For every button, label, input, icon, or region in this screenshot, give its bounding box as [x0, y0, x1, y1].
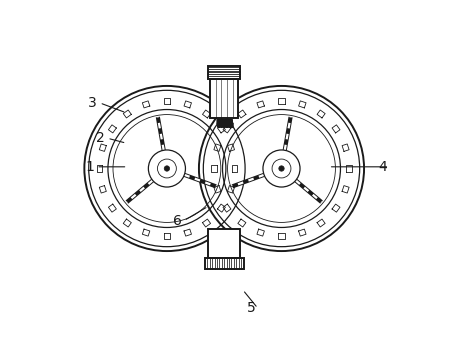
Bar [208, 229, 240, 258]
Bar [208, 66, 240, 79]
Circle shape [279, 166, 284, 171]
Circle shape [164, 166, 169, 171]
Circle shape [148, 150, 185, 187]
Bar [205, 258, 244, 269]
Text: 2: 2 [96, 131, 105, 145]
Text: 3: 3 [88, 96, 97, 110]
Circle shape [158, 159, 177, 178]
Circle shape [263, 150, 300, 187]
Text: 1: 1 [85, 160, 94, 174]
Bar [210, 79, 238, 118]
Bar [205, 258, 244, 269]
Text: 6: 6 [173, 214, 181, 228]
Text: 5: 5 [247, 301, 255, 315]
Text: 4: 4 [378, 160, 387, 174]
Bar [208, 229, 240, 258]
Circle shape [84, 86, 250, 251]
Bar [210, 79, 238, 118]
Bar [208, 66, 240, 79]
Circle shape [199, 86, 364, 251]
Circle shape [272, 159, 291, 178]
